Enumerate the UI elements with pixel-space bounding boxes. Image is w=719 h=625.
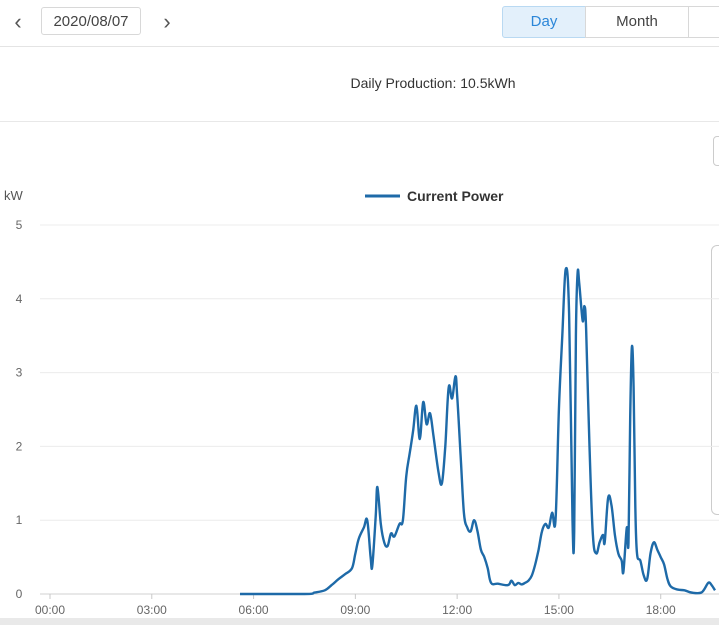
legend-label: Current Power	[407, 188, 504, 204]
side-panel-handle[interactable]	[711, 245, 719, 515]
chevron-left-icon[interactable]: ‹	[14, 9, 22, 34]
daily-production-text: Daily Production: 10.5kWh	[350, 75, 516, 91]
x-tick-label: 00:00	[35, 603, 65, 617]
x-tick-label: 03:00	[137, 603, 167, 617]
chart-legend[interactable]: Current Power	[365, 188, 504, 204]
side-button[interactable]	[713, 136, 719, 166]
y-tick-label: 5	[16, 218, 23, 232]
tab-month[interactable]: Month	[585, 6, 689, 38]
y-axis-ticks: 0 1 2 3 4 5	[16, 218, 23, 601]
x-tick-label: 15:00	[544, 603, 574, 617]
y-tick-label: 0	[16, 587, 23, 601]
x-tick-label: 12:00	[442, 603, 472, 617]
x-tick-label: 09:00	[340, 603, 370, 617]
x-axis-ticks: 00:00 03:00 06:00 09:00 12:00 15:00 18:00	[35, 594, 676, 617]
y-tick-label: 1	[16, 513, 23, 527]
date-picker[interactable]: 2020/08/07	[41, 7, 141, 35]
date-toolbar: ‹ 2020/08/07 › Day Month	[0, 0, 719, 47]
production-summary: Daily Production: 10.5kWh	[0, 47, 719, 122]
y-tick-label: 4	[16, 292, 23, 306]
y-tick-label: 3	[16, 366, 23, 380]
chart-grid	[40, 224, 719, 521]
tab-more[interactable]	[688, 6, 719, 38]
x-tick-label: 06:00	[239, 603, 269, 617]
tab-day[interactable]: Day	[502, 6, 586, 38]
x-tick-label: 18:00	[646, 603, 676, 617]
bottom-scroll-strip	[0, 618, 719, 625]
y-tick-label: 2	[16, 439, 23, 453]
series-line-current-power	[240, 266, 717, 596]
y-axis-unit-label: kW	[4, 188, 24, 203]
chevron-right-icon[interactable]: ›	[163, 9, 171, 34]
power-chart: 0 1 2 3 4 5 00:00 03:00 06:00 09:00 12:00 15:00 18:…	[4, 188, 719, 617]
